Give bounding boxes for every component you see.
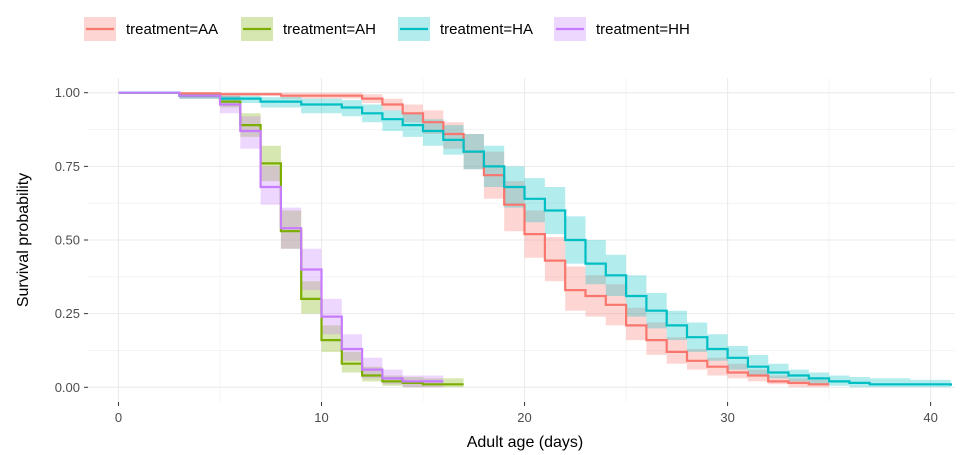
legend-item-treatment-aa: treatment=AA — [84, 17, 218, 41]
x-tick-label: 40 — [923, 410, 937, 425]
survival-curves — [118, 91, 952, 386]
x-axis-title: Adult age (days) — [467, 434, 584, 451]
legend-label: treatment=HA — [440, 21, 533, 38]
legend-label: treatment=HH — [596, 21, 690, 38]
y-tick-label: 0.50 — [55, 233, 80, 248]
band-treatment-ah — [118, 92, 464, 388]
x-tick-label: 0 — [115, 410, 122, 425]
y-tick-label: 0.75 — [55, 159, 80, 174]
legend-item-treatment-ah: treatment=AH — [241, 17, 376, 41]
curve-treatment-ha — [118, 91, 952, 386]
legend-label: treatment=AA — [126, 21, 218, 38]
y-axis-title: Survival probability — [15, 173, 32, 307]
legend: treatment=AA treatment=AH treatment=HA trea… — [84, 17, 690, 41]
curve-treatment-hh — [118, 91, 444, 383]
legend-item-treatment-ha: treatment=HA — [398, 17, 533, 41]
x-axis-ticks: 0 10 20 30 40 — [115, 402, 938, 425]
legend-item-treatment-hh: treatment=HH — [554, 17, 690, 41]
band-treatment-hh — [118, 92, 444, 388]
curve-treatment-aa — [118, 91, 830, 386]
y-tick-label: 1.00 — [55, 85, 80, 100]
grid — [88, 78, 955, 402]
x-tick-label: 30 — [720, 410, 734, 425]
x-tick-label: 20 — [517, 410, 531, 425]
y-tick-label: 0.25 — [55, 306, 80, 321]
y-axis-ticks: 0.00 0.25 0.50 0.75 1.00 — [55, 85, 88, 395]
x-tick-label: 10 — [314, 410, 328, 425]
legend-label: treatment=AH — [283, 21, 376, 38]
y-tick-label: 0.00 — [55, 380, 80, 395]
